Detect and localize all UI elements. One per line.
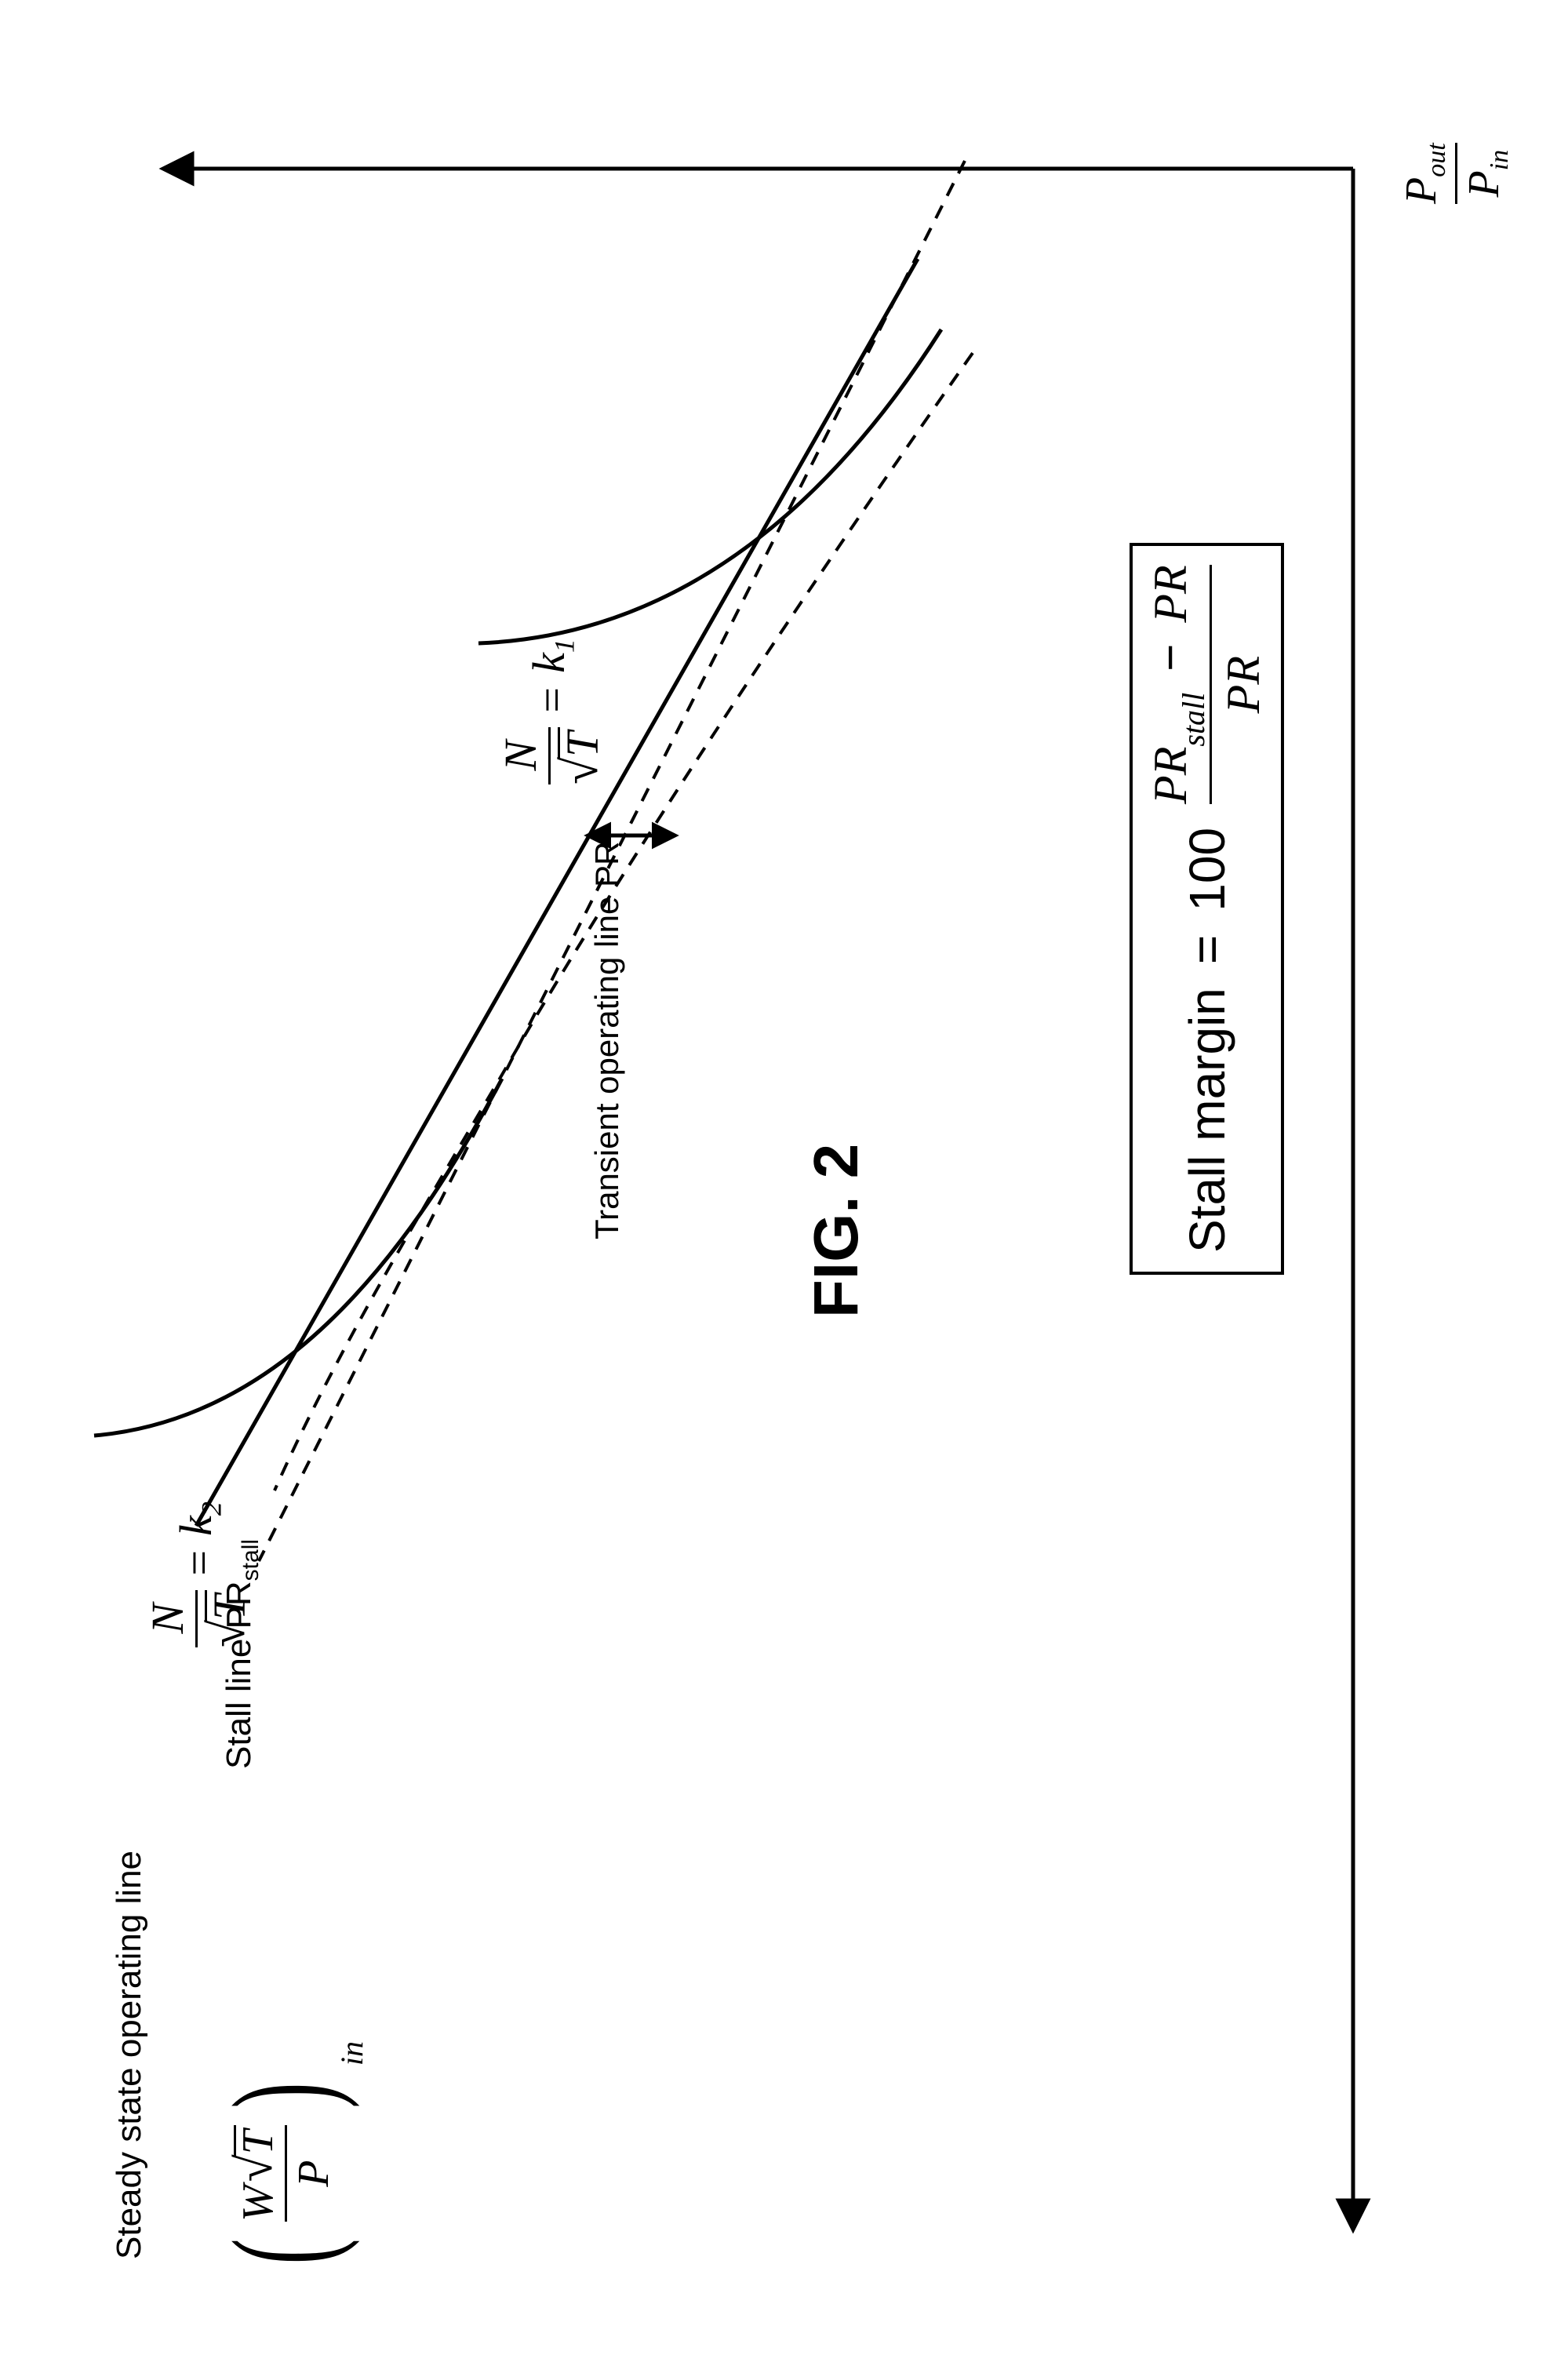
sm-minus: − xyxy=(1144,635,1196,681)
k1-eq: = xyxy=(526,687,578,713)
xaxis-W: W xyxy=(236,2185,280,2222)
speed-label-k1: N √ T = k1 xyxy=(498,639,606,784)
steady-state-label: Steady state operating line xyxy=(110,1851,149,2259)
sm-den: PR xyxy=(1220,656,1267,713)
compressor-map-plot xyxy=(0,0,1568,2355)
speed-curve-k2 xyxy=(94,1079,502,1436)
stall-margin-formula-box: Stall margin = 100 PRstall − PR PR xyxy=(1130,543,1284,1275)
xaxis-P: P xyxy=(292,2160,336,2186)
xaxis-sub-in: in xyxy=(333,2041,370,2066)
k1-sub: 1 xyxy=(549,639,580,653)
yaxis-num-sub: out xyxy=(1422,143,1451,177)
sm-num-l: PR xyxy=(1144,747,1196,804)
transient-line-label: Transient operating line PR xyxy=(588,842,626,1239)
sm-lhs: Stall margin xyxy=(1178,988,1236,1253)
k2-eq: = xyxy=(173,1550,225,1576)
figure-caption: FIG. 2 xyxy=(800,1144,872,1318)
k1-k: k xyxy=(523,653,574,673)
speed-label-k2: N √ T = k2 xyxy=(145,1501,253,1647)
k2-T: T xyxy=(205,1590,253,1622)
k1-N: N xyxy=(498,741,544,771)
figure-caption-text: FIG. 2 xyxy=(801,1144,871,1318)
k2-sub: 2 xyxy=(196,1501,227,1516)
y-axis-label: Pout Pin xyxy=(1396,143,1513,204)
stall-line xyxy=(196,259,918,1526)
yaxis-den-sub: in xyxy=(1485,150,1514,170)
sm-num-lsub: stall xyxy=(1176,693,1211,747)
figure-canvas: FIG. 2 Pout Pin ( W √ T P ) xyxy=(0,0,1568,2355)
sm-num-r: PR xyxy=(1144,565,1196,622)
speed-curve-k1 xyxy=(478,329,941,643)
sm-100: 100 xyxy=(1178,828,1236,912)
xaxis-T: T xyxy=(234,2125,280,2156)
x-axis-label: ( W √ T P ) in xyxy=(212,2041,353,2275)
yaxis-num: P xyxy=(1397,177,1446,204)
k2-k: k xyxy=(170,1516,221,1536)
sm-eq: = xyxy=(1178,935,1236,964)
yaxis-den: P xyxy=(1460,170,1508,197)
k1-T: T xyxy=(558,727,606,759)
k2-N: N xyxy=(145,1603,191,1634)
